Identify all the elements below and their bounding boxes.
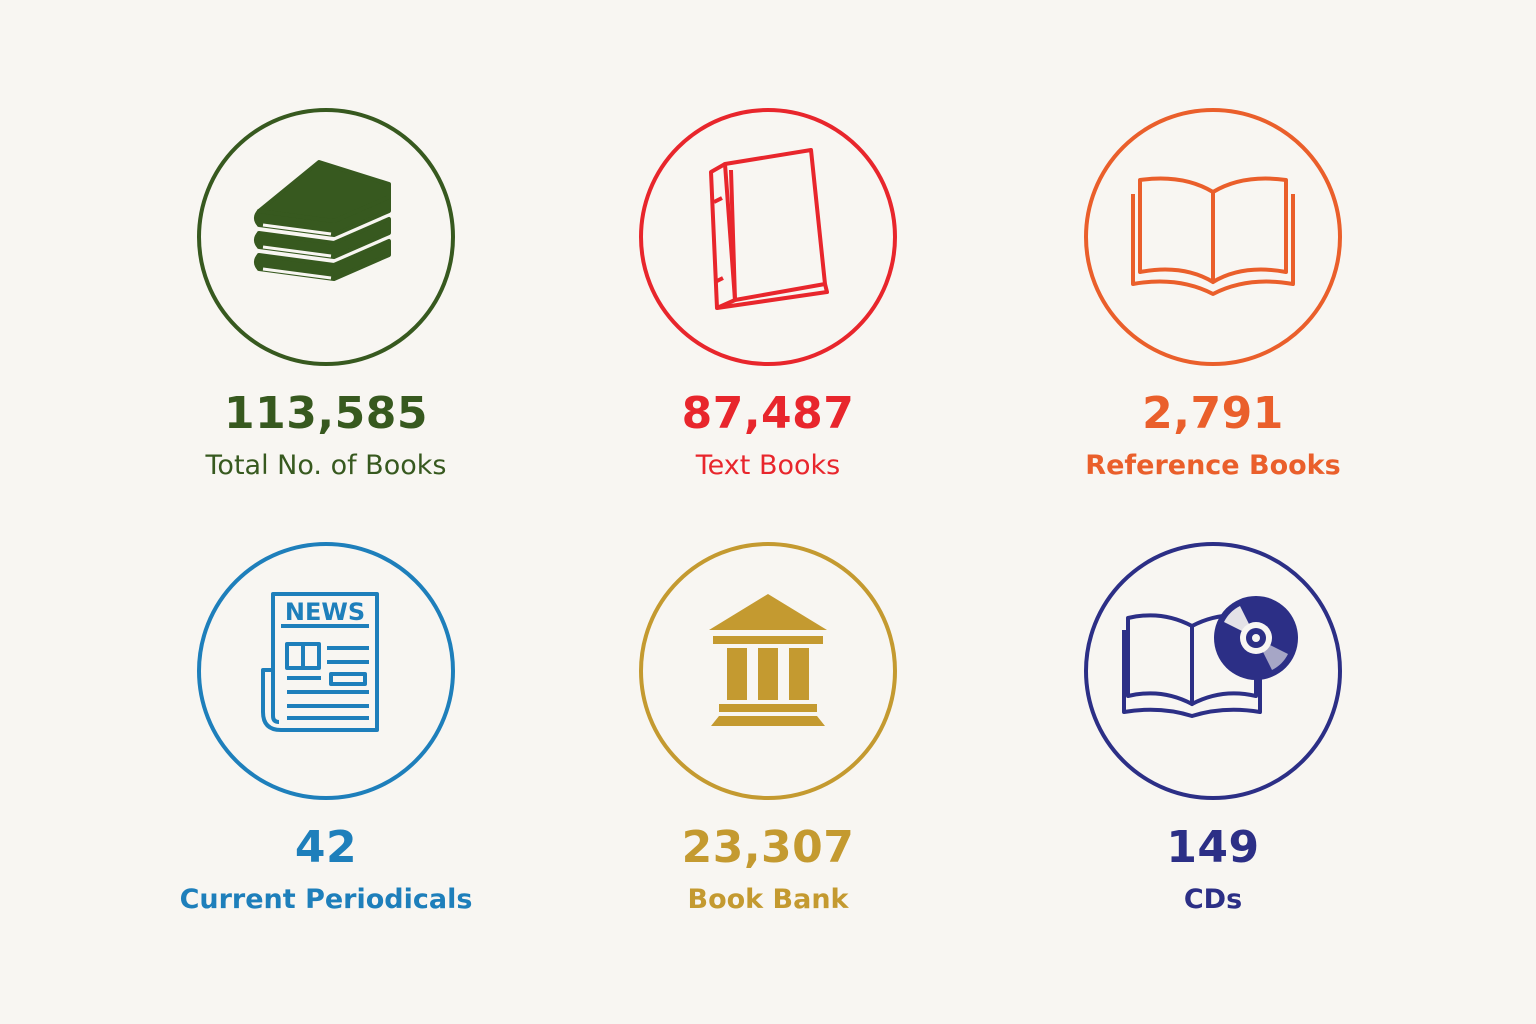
closed-book-icon — [709, 148, 829, 310]
open-book-icon — [1131, 176, 1295, 296]
stat-value: 113,585 — [224, 388, 428, 439]
stat-ring — [639, 108, 897, 366]
stat-label: Total No. of Books — [205, 450, 447, 481]
stat-label: Current Periodicals — [179, 884, 473, 915]
stat-ring — [1084, 542, 1342, 800]
stat-value: 42 — [294, 822, 358, 873]
stat-label: Reference Books — [1085, 450, 1341, 481]
stat-ring — [197, 108, 455, 366]
newspaper-icon: NEWS — [261, 592, 379, 732]
stat-value: 23,307 — [681, 822, 855, 873]
stat-label: Book Bank — [687, 884, 849, 915]
stat-ring: NEWS — [197, 542, 455, 800]
stat-value: 2,791 — [1142, 388, 1284, 439]
newspaper-masthead: NEWS — [285, 598, 365, 626]
book-with-cd-icon — [1122, 596, 1298, 718]
bank-building-icon — [709, 594, 827, 726]
stat-label: CDs — [1183, 884, 1243, 915]
stat-ring — [1084, 108, 1342, 366]
stat-label: Text Books — [695, 450, 841, 481]
stat-value: 87,487 — [681, 388, 855, 439]
stat-ring — [639, 542, 897, 800]
stacked-books-icon — [254, 160, 391, 281]
stat-value: 149 — [1166, 822, 1260, 873]
